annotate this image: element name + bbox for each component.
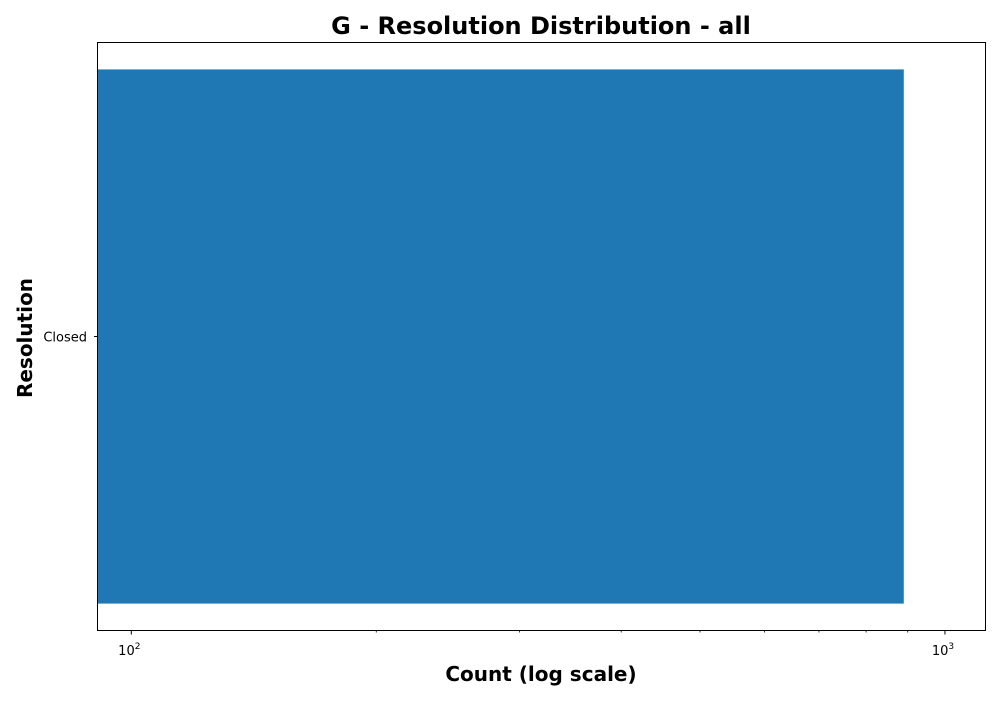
- y-tick-label: Closed: [43, 331, 87, 346]
- x-tick-label: 103: [932, 642, 954, 659]
- x-axis-label: Count (log scale): [445, 662, 636, 686]
- bar-closed: [98, 69, 904, 603]
- x-tick-label: 102: [118, 642, 140, 659]
- plot-area: Closed 102 103: [43, 69, 954, 659]
- y-axis-label: Resolution: [13, 278, 37, 398]
- chart-title: G - Resolution Distribution - all: [331, 12, 751, 40]
